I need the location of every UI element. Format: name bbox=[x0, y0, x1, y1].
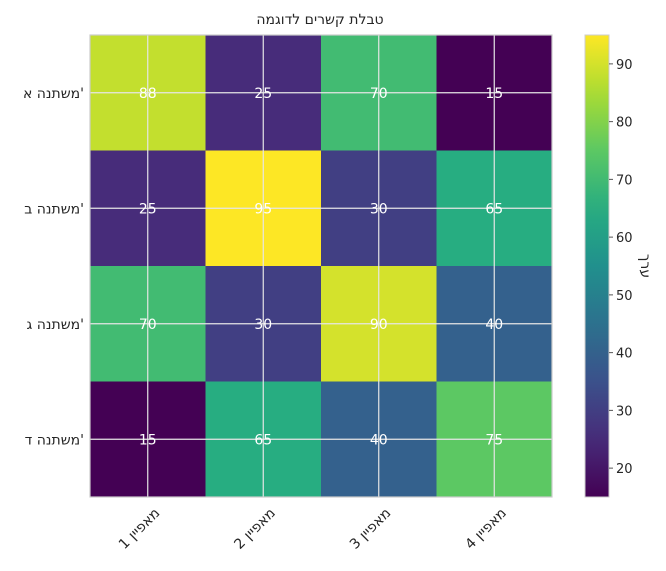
plot-frame bbox=[89, 34, 553, 498]
y-tick-label: משתנה א' bbox=[23, 86, 84, 102]
x-tick-label: מאפיין 4 bbox=[462, 505, 509, 552]
cell-value-label: 15 bbox=[139, 432, 157, 448]
cell-value-label: 75 bbox=[485, 432, 503, 448]
cell-value-label: 88 bbox=[139, 86, 157, 102]
chart-title: טבלת קשרים לדוגמה bbox=[256, 12, 383, 28]
y-tick-label: משתנה ב' bbox=[24, 201, 84, 217]
cell-value-label: 30 bbox=[254, 317, 272, 333]
x-tick-label: מאפיין 1 bbox=[116, 505, 163, 552]
colorbar-tick-label: 90 bbox=[616, 58, 633, 73]
cell-labels: 88 25 70 15 25 95 30 65 70 30 90 40 15 65 40 75 bbox=[139, 86, 503, 449]
cell-value-label: 15 bbox=[485, 86, 503, 102]
x-tick-labels: מאפיין 1 מאפיין 2 מאפיין 3 מאפיין 4 bbox=[116, 505, 510, 552]
cell-value-label: 25 bbox=[139, 201, 157, 217]
colorbar-tick-label: 70 bbox=[616, 173, 633, 188]
cell-value-label: 70 bbox=[139, 317, 157, 333]
grid-lines bbox=[90, 35, 552, 497]
colorbar-label: ערך bbox=[637, 254, 653, 278]
cell-value-label: 70 bbox=[370, 86, 388, 102]
cell-value-label: 65 bbox=[485, 201, 503, 217]
cell-value-label: 40 bbox=[485, 317, 503, 333]
cell-value-label: 25 bbox=[254, 86, 272, 102]
colorbar-tick-label: 20 bbox=[616, 462, 633, 477]
colorbar-tick-label: 60 bbox=[616, 231, 633, 246]
cell-value-label: 95 bbox=[254, 201, 272, 217]
cell-value-label: 65 bbox=[254, 432, 272, 448]
cell-value-label: 90 bbox=[370, 317, 388, 333]
heatmap-cells bbox=[90, 35, 553, 498]
y-tick-label: משתנה ג' bbox=[27, 317, 84, 333]
y-tick-label: משתנה ד' bbox=[25, 432, 84, 448]
colorbar-tick-label: 30 bbox=[616, 404, 633, 419]
colorbar-tick-label: 50 bbox=[616, 289, 633, 304]
cell-value-label: 40 bbox=[370, 432, 388, 448]
x-tick-label: מאפיין 3 bbox=[347, 505, 394, 552]
x-tick-label: מאפיין 2 bbox=[231, 505, 278, 552]
cell-value-label: 30 bbox=[370, 201, 388, 217]
colorbar-tick-label: 40 bbox=[616, 347, 633, 362]
colorbar-tick-label: 80 bbox=[616, 116, 633, 131]
y-tick-labels: משתנה א' משתנה ב' משתנה ג' משתנה ד' bbox=[23, 86, 84, 449]
colorbar bbox=[584, 34, 610, 498]
colorbar-ticks: 20 30 40 50 60 70 80 90 bbox=[609, 58, 633, 477]
